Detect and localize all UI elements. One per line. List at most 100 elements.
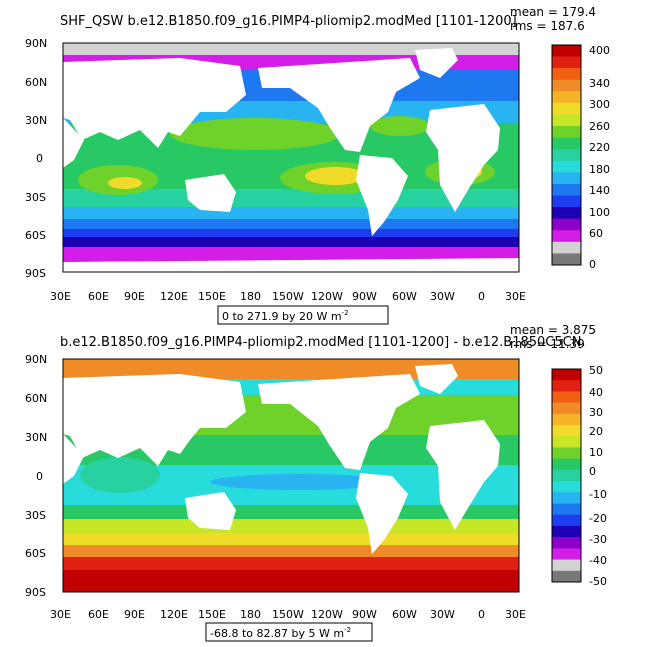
colorbar-swatch xyxy=(552,149,581,162)
colorbar-label: 400 xyxy=(589,44,610,57)
colorbar-label: 300 xyxy=(589,98,610,111)
land-south-america-bottom xyxy=(356,473,408,554)
land-greenland-bottom xyxy=(415,364,458,394)
lon-label: 30E xyxy=(50,290,71,303)
colorbar-swatch xyxy=(552,537,581,549)
colorbar-swatch xyxy=(552,79,581,92)
panel-bottom-rms: rms = 11.39 xyxy=(510,337,585,351)
band-s1-top xyxy=(63,207,519,219)
panel-top: SHF_QSW b.e12.B1850.f09_g16.PIMP4-pliomi… xyxy=(25,5,610,325)
lat-label: 30S xyxy=(25,509,46,522)
lat-label: 90N xyxy=(25,353,47,366)
band-south4-bottom xyxy=(63,545,519,557)
band-s4-top xyxy=(63,237,519,247)
land-north-america-top xyxy=(258,58,420,152)
lat-label: 90N xyxy=(25,37,47,50)
colorbar-swatch xyxy=(552,160,581,173)
lat-label: 30S xyxy=(25,191,46,204)
patch-ind-bottom xyxy=(80,457,160,493)
colorbar-swatch xyxy=(552,436,581,448)
high-spac-core-top xyxy=(305,167,365,185)
lon-label: 150E xyxy=(198,608,226,621)
panel-top-rms: rms = 187.6 xyxy=(510,19,585,33)
colorbar-frame xyxy=(551,368,582,583)
colorbar-swatch xyxy=(552,68,581,81)
lon-label: 60E xyxy=(88,290,109,303)
band-antarctic-bottom xyxy=(63,570,519,592)
panel-top-title: SHF_QSW b.e12.B1850.f09_g16.PIMP4-pliomi… xyxy=(60,14,517,29)
lon-label: 30E xyxy=(505,608,526,621)
lon-label: 90E xyxy=(124,290,145,303)
band-arctic-top xyxy=(63,43,519,55)
colorbar-swatch xyxy=(552,126,581,138)
colorbar-label: 140 xyxy=(589,184,610,197)
panel-bottom-title: b.e12.B1850.f09_g16.PIMP4-pliomip2.modMe… xyxy=(60,335,586,350)
band-south3-bottom xyxy=(63,533,519,545)
lon-label: 60W xyxy=(392,290,417,303)
band-s2-top xyxy=(63,219,519,229)
lon-label: 30W xyxy=(430,290,455,303)
colorbar-label: -20 xyxy=(589,512,607,525)
lon-label: 30W xyxy=(430,608,455,621)
colorbar-swatch xyxy=(552,56,581,69)
lat-label: 60N xyxy=(25,392,47,405)
band-s3-top xyxy=(63,229,519,237)
land-top xyxy=(63,48,519,272)
colorbar-label: -40 xyxy=(589,554,607,567)
colorbar-swatch xyxy=(552,402,581,415)
lon-label: 0 xyxy=(478,608,485,621)
colorbar-label: -10 xyxy=(589,488,607,501)
lon-label: 90W xyxy=(352,608,377,621)
colorbar-swatch xyxy=(552,458,581,471)
colorbar-swatch xyxy=(552,207,581,219)
lon-axis-bottom: 30E 60E 90E 120E 150E 180 150W 120W 90W … xyxy=(50,608,526,621)
land-australia-top xyxy=(185,174,236,212)
land-eurasia-bottom xyxy=(63,374,246,466)
patch-eqpac-bottom xyxy=(210,474,390,490)
colorbar-swatch xyxy=(552,241,581,254)
colorbar-frame xyxy=(551,44,582,266)
lat-label: 90S xyxy=(25,586,46,599)
band-south-top xyxy=(63,189,519,207)
lat-label: 0 xyxy=(36,470,43,483)
land-south-america-top xyxy=(356,155,408,236)
colorbar-swatch xyxy=(552,91,581,104)
lon-label: 180 xyxy=(240,608,261,621)
lon-label: 30E xyxy=(505,290,526,303)
colorbar-label: 260 xyxy=(589,120,610,133)
lon-label: 0 xyxy=(478,290,485,303)
land-antarctica-top xyxy=(63,258,519,272)
colorbar-swatch xyxy=(552,425,581,437)
range-label-bottom: -68.8 to 82.87 by 5 W m-2 xyxy=(210,626,351,640)
lat-axis-top: 90N 60N 30N 0 30S 60S 90S xyxy=(25,37,47,280)
range-label-top: 0 to 271.9 by 20 W m-2 xyxy=(222,309,349,323)
land-bottom xyxy=(63,364,500,554)
colorbar-swatch xyxy=(552,218,581,231)
colorbar-swatch xyxy=(552,514,581,527)
colorbar-label: -30 xyxy=(589,533,607,546)
colorbar-swatch xyxy=(552,230,581,243)
colorbar-swatch xyxy=(552,548,581,560)
colorbar-swatch xyxy=(552,183,581,196)
lon-label: 60W xyxy=(392,608,417,621)
colorbar-swatch xyxy=(552,570,581,583)
land-eurasia-top xyxy=(63,58,246,148)
colorbar-swatch xyxy=(552,253,581,266)
colorbar-swatch xyxy=(552,172,581,185)
land-africa-east-top xyxy=(63,118,84,168)
land-australia-bottom xyxy=(185,492,236,530)
lat-label: 0 xyxy=(36,152,43,165)
colorbar-label: -50 xyxy=(589,575,607,588)
lat-label: 30N xyxy=(25,114,47,127)
band-south2-bottom xyxy=(63,519,519,533)
lon-label: 120E xyxy=(160,290,188,303)
colorbar-label: 10 xyxy=(589,446,603,459)
land-north-america-bottom xyxy=(258,374,420,470)
lat-label: 60S xyxy=(25,229,46,242)
colorbar-label: 60 xyxy=(589,227,603,240)
lat-label: 90S xyxy=(25,267,46,280)
colorbar-label: 220 xyxy=(589,141,610,154)
band-south1-bottom xyxy=(63,505,519,519)
colorbar-swatch xyxy=(552,492,581,504)
colorbar-swatch xyxy=(552,503,581,516)
